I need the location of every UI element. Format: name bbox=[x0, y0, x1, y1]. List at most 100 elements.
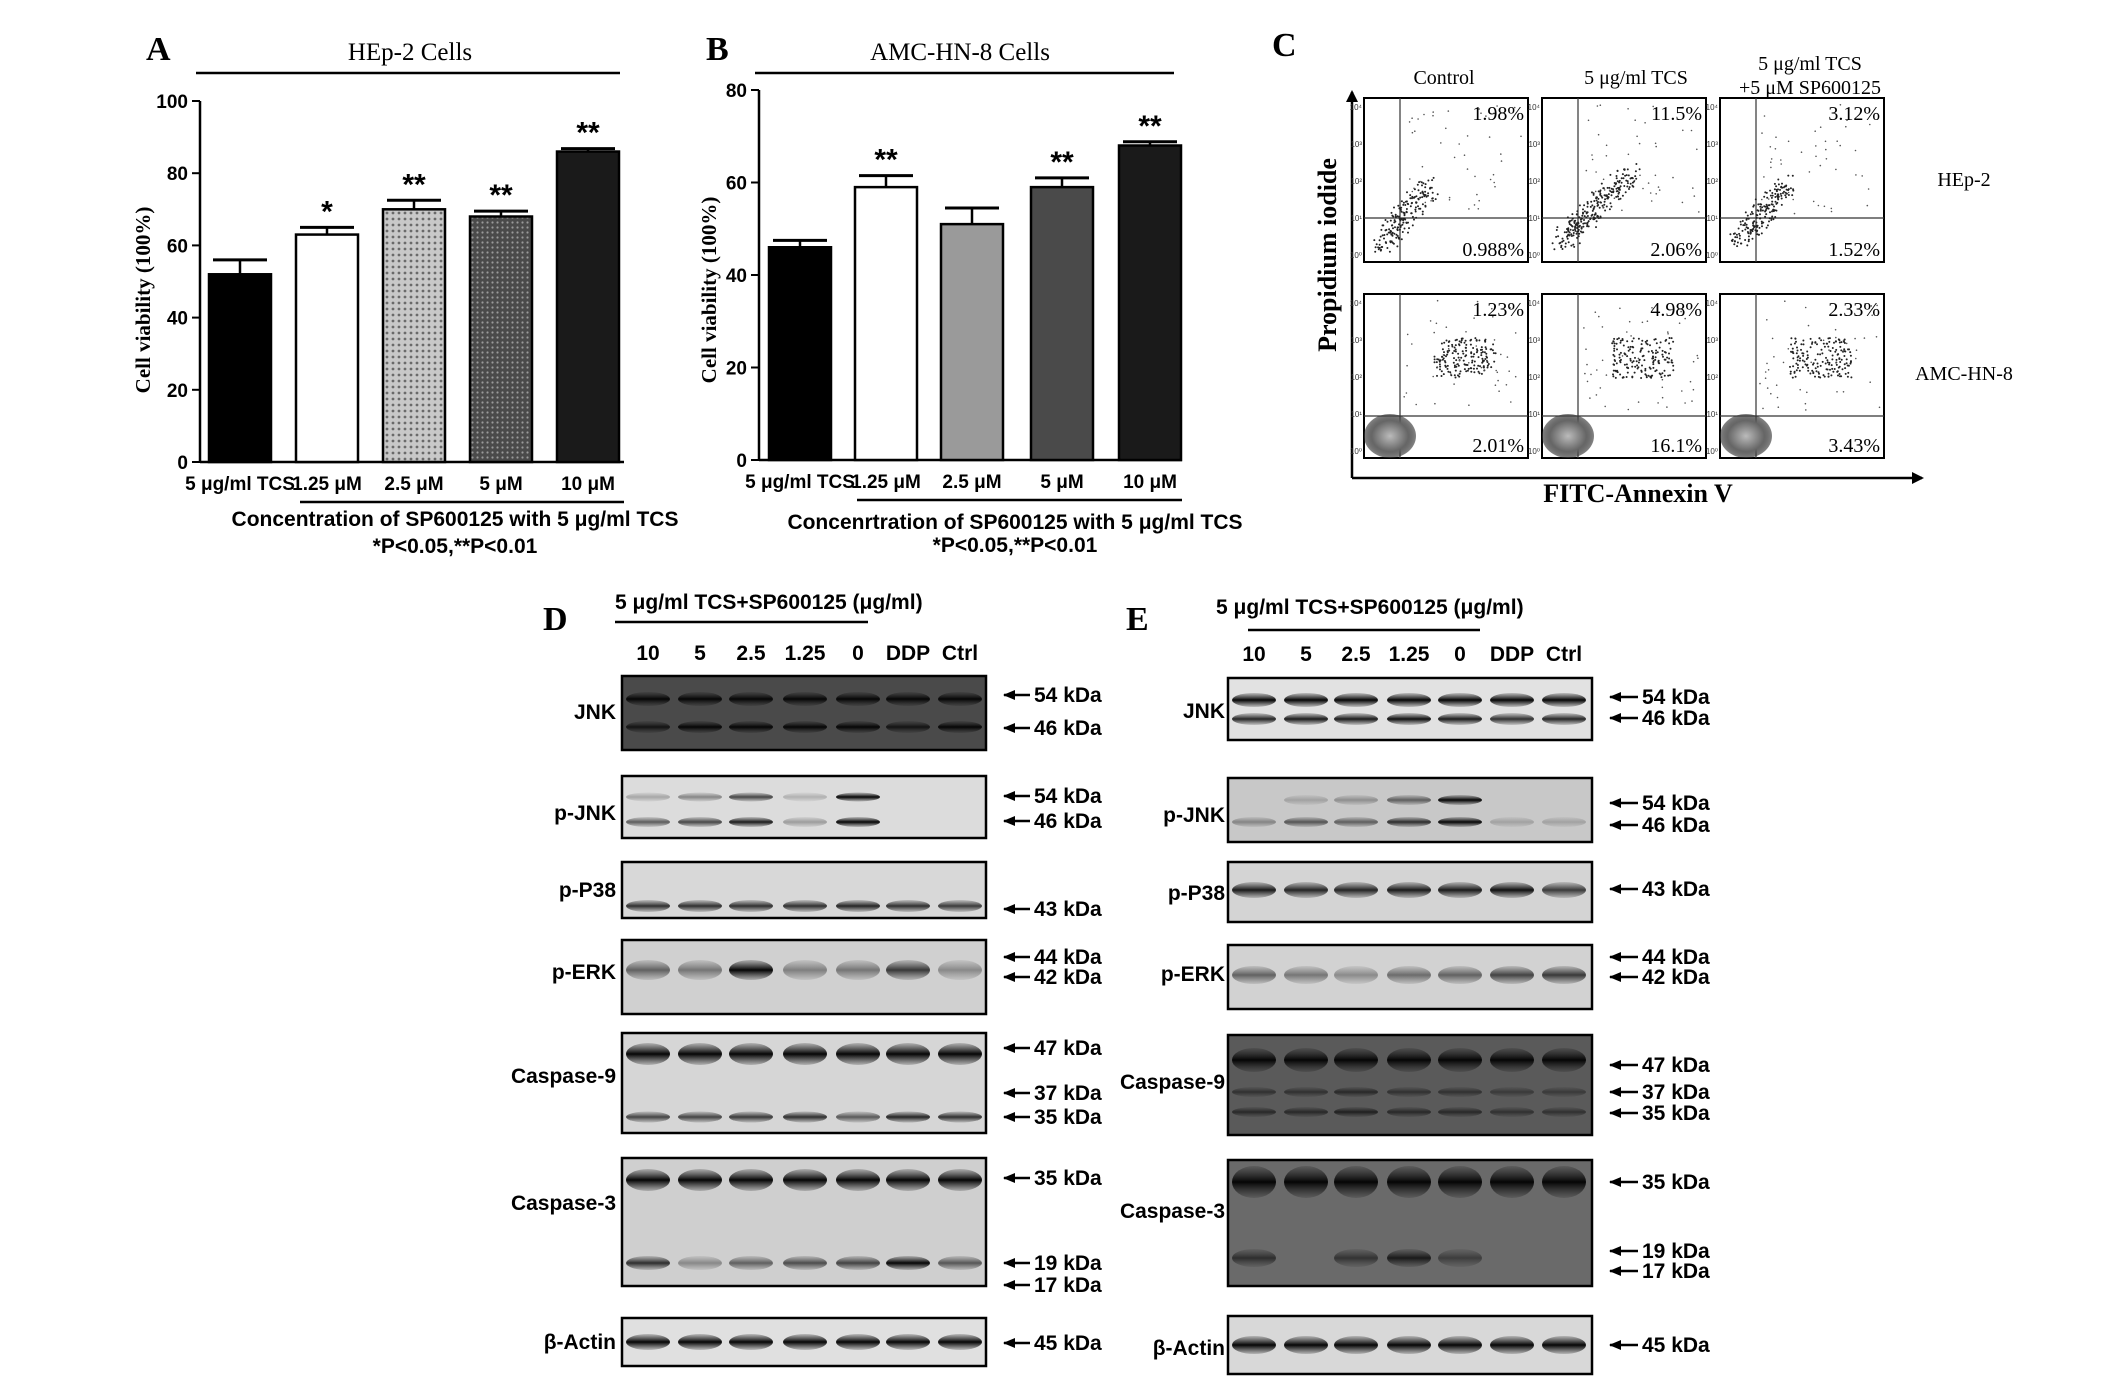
x-axis-label-b: Concenrtration of SP600125 with 5 μg/ml … bbox=[787, 511, 1242, 534]
e-lane-label: 10 bbox=[1242, 643, 1265, 666]
svg-text:10⁰: 10⁰ bbox=[1706, 251, 1718, 260]
col-label-control: Control bbox=[1413, 67, 1475, 89]
svg-text:10²: 10² bbox=[1350, 177, 1362, 186]
svg-text:10¹: 10¹ bbox=[1706, 214, 1718, 223]
a-x-tick-label: 1.25 μM bbox=[292, 474, 362, 495]
panel-letter-b: B bbox=[706, 31, 729, 68]
quadrant-lower-right-percent: 1.52% bbox=[1828, 239, 1880, 261]
b-bar bbox=[939, 222, 1005, 462]
e-blot-label: Caspase-9 bbox=[1120, 1071, 1225, 1094]
b-x-tick-label: 10 μM bbox=[1123, 472, 1177, 493]
e-blot-label: JNK bbox=[1183, 700, 1225, 723]
svg-text:10¹: 10¹ bbox=[1350, 410, 1362, 419]
e-kda-marker: 46 kDa bbox=[1642, 814, 1710, 837]
b-bar bbox=[1029, 185, 1095, 462]
d-kda-marker: 43 kDa bbox=[1034, 898, 1102, 921]
a-y-tick-label: 100 bbox=[156, 92, 188, 113]
b-y-tick-label: 20 bbox=[726, 359, 747, 380]
e-kda-marker: 35 kDa bbox=[1642, 1171, 1710, 1194]
svg-text:10⁰: 10⁰ bbox=[1528, 251, 1540, 260]
d-blot-label: p-P38 bbox=[559, 879, 617, 902]
quadrant-lower-right-percent: 3.43% bbox=[1828, 435, 1880, 457]
a-x-tick-label: 2.5 μM bbox=[384, 474, 443, 495]
svg-text:10³: 10³ bbox=[1528, 140, 1540, 149]
a-x-tick-label: 5 μM bbox=[479, 474, 522, 495]
d-lane-label: 2.5 bbox=[736, 642, 766, 665]
d-kda-marker: 35 kDa bbox=[1034, 1167, 1102, 1190]
b-x-tick-label: 2.5 μM bbox=[942, 472, 1001, 493]
e-kda-marker: 35 kDa bbox=[1642, 1102, 1710, 1125]
a-y-tick-label: 20 bbox=[167, 381, 188, 402]
a-x-tick-label: 10 μM bbox=[561, 474, 615, 495]
b-significance-mark: ** bbox=[1050, 146, 1074, 179]
svg-text:10³: 10³ bbox=[1350, 336, 1362, 345]
col-label-tcs-sp-line2: +5 μM SP600125 bbox=[1739, 77, 1881, 99]
x-axis-label-c: FITC-Annexin V bbox=[1543, 479, 1733, 508]
d-kda-marker: 54 kDa bbox=[1034, 684, 1102, 707]
cytometry-plot: 10⁴ 10³ 10² 10¹ 10⁰ 1.98% 0.988% bbox=[1350, 97, 1529, 263]
panel-letter-c: C bbox=[1272, 27, 1297, 64]
b-x-tick-label: 5 μg/ml TCS bbox=[745, 472, 855, 493]
d-blot-label: Caspase-9 bbox=[511, 1065, 616, 1088]
e-lane-label: 5 bbox=[1300, 643, 1312, 666]
a-y-tick-label: 0 bbox=[177, 453, 188, 474]
svg-text:10²: 10² bbox=[1350, 373, 1362, 382]
e-kda-marker: 45 kDa bbox=[1642, 1334, 1710, 1357]
e-blot--actin: β-Actin 45 kDa bbox=[1153, 1314, 1710, 1376]
d-kda-marker: 46 kDa bbox=[1034, 810, 1102, 833]
a-bar bbox=[294, 233, 360, 464]
d-blot-p-p38: p-P38 43 kDa bbox=[559, 860, 1102, 921]
d-blot-label: p-JNK bbox=[554, 802, 616, 825]
chart-title-a: HEp-2 Cells bbox=[348, 39, 472, 66]
panel-letter-e: E bbox=[1126, 601, 1149, 638]
a-significance-mark: ** bbox=[402, 168, 426, 201]
cytometry-plot: 10⁴ 10³ 10² 10¹ 10⁰ 4.98% 16.1% bbox=[1528, 293, 1707, 459]
b-significance-mark: ** bbox=[1138, 110, 1162, 143]
col-label-tcs: 5 μg/ml TCS bbox=[1584, 67, 1688, 89]
d-lane-label: 5 bbox=[694, 642, 706, 665]
e-kda-marker: 54 kDa bbox=[1642, 792, 1710, 815]
cytometry-plot: 10⁴ 10³ 10² 10¹ 10⁰ 2.33% 3.43% bbox=[1706, 293, 1885, 459]
quadrant-lower-right-percent: 16.1% bbox=[1650, 435, 1702, 457]
d-kda-marker: 17 kDa bbox=[1034, 1274, 1102, 1297]
panel-b-bar-chart: B AMC-HN-8 Cells Cell viability (100%) 0… bbox=[697, 31, 1243, 557]
b-y-tick-label: 0 bbox=[736, 451, 747, 472]
svg-text:10¹: 10¹ bbox=[1706, 410, 1718, 419]
d-kda-marker: 37 kDa bbox=[1034, 1082, 1102, 1105]
a-y-tick-label: 80 bbox=[167, 164, 188, 185]
svg-text:10⁴: 10⁴ bbox=[1528, 103, 1541, 112]
a-bar bbox=[468, 215, 534, 464]
d-kda-marker: 19 kDa bbox=[1034, 1252, 1102, 1275]
e-kda-marker: 42 kDa bbox=[1642, 966, 1710, 989]
svg-text:10⁴: 10⁴ bbox=[1350, 103, 1363, 112]
e-blot-p-p38: p-P38 43 kDa bbox=[1168, 860, 1710, 924]
e-kda-marker: 19 kDa bbox=[1642, 1240, 1710, 1263]
svg-text:10⁰: 10⁰ bbox=[1350, 251, 1362, 260]
y-axis-label-b: Cell viability (100%) bbox=[697, 197, 721, 384]
quadrant-upper-right-percent: 3.12% bbox=[1828, 103, 1880, 125]
row-label-amc: AMC-HN-8 bbox=[1915, 363, 2013, 385]
cytometry-plot-grid: 10⁴10³10²10¹10⁰1.98%0.988%10⁴10³10²10¹10… bbox=[1350, 97, 1885, 459]
svg-text:10⁰: 10⁰ bbox=[1528, 447, 1540, 456]
e-blot-label: p-ERK bbox=[1161, 963, 1225, 986]
panel-a-bar-chart: A HEp-2 Cells Cell viability (100%) 0 20 4… bbox=[131, 31, 678, 558]
panel-e-western-blot: E 5 μg/ml TCS+SP600125 (μg/ml) 10 5 2.5 1.2… bbox=[1120, 596, 1710, 1376]
d-kda-marker: 54 kDa bbox=[1034, 785, 1102, 808]
b-bar bbox=[767, 246, 833, 462]
panel-letter-d: D bbox=[543, 601, 568, 638]
svg-text:10³: 10³ bbox=[1706, 336, 1718, 345]
b-y-tick-label: 80 bbox=[726, 81, 747, 102]
e-kda-marker: 47 kDa bbox=[1642, 1054, 1710, 1077]
e-blot-label: Caspase-3 bbox=[1120, 1200, 1225, 1223]
svg-text:10²: 10² bbox=[1528, 373, 1540, 382]
e-lane-label: 1.25 bbox=[1389, 643, 1430, 666]
svg-text:10⁰: 10⁰ bbox=[1350, 447, 1362, 456]
e-blot-label: p-JNK bbox=[1163, 804, 1225, 827]
svg-text:10⁴: 10⁴ bbox=[1706, 299, 1719, 308]
